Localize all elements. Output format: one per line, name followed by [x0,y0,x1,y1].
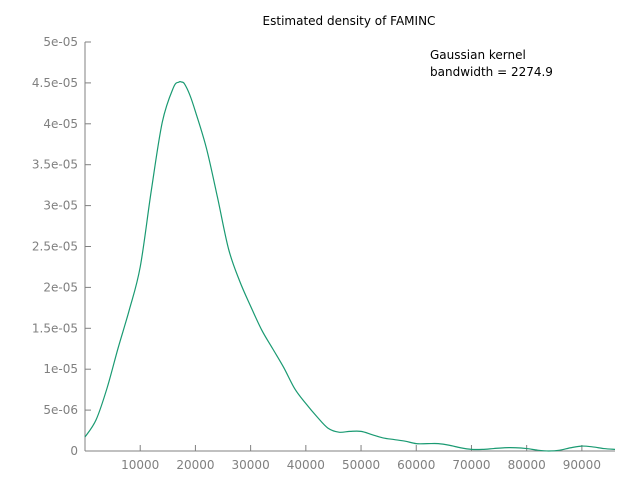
x-axis-ticks: 10000 20000 30000 40000 50000 60000 70000 80000… [121,445,601,472]
y-tick-label: 5e-06 [43,403,78,417]
x-tick-label: 20000 [176,458,214,472]
x-tick-label: 70000 [452,458,490,472]
density-line [84,80,616,452]
x-tick-label: 10000 [121,458,159,472]
y-tick-label: 2e-05 [43,280,78,294]
y-tick-label: 2.5e-05 [32,240,78,254]
y-tick-label: 1.5e-05 [32,321,78,335]
y-tick-label: 0 [70,444,78,458]
y-tick-label: 5e-05 [43,35,78,49]
y-tick-label: 4e-05 [43,117,78,131]
x-tick-label: 40000 [287,458,325,472]
x-tick-label: 50000 [342,458,380,472]
x-tick-label: 60000 [397,458,435,472]
x-tick-label: 90000 [563,458,601,472]
x-tick-label: 80000 [508,458,546,472]
x-tick-label: 30000 [232,458,270,472]
axes [84,42,615,452]
kernel-annotation: Gaussian kernel [430,48,526,62]
y-axis-ticks: 0 5e-06 1e-05 1.5e-05 2e-05 2.5e-05 3e-05 3.5e-… [32,35,91,458]
chart-title: Estimated density of FAMINC [263,14,436,28]
y-tick-label: 3e-05 [43,199,78,213]
plot-series [84,80,616,452]
y-tick-label: 1e-05 [43,362,78,376]
y-tick-label: 4.5e-05 [32,76,78,90]
y-tick-label: 3.5e-05 [32,158,78,172]
bandwidth-annotation: bandwidth = 2274.9 [430,65,553,79]
